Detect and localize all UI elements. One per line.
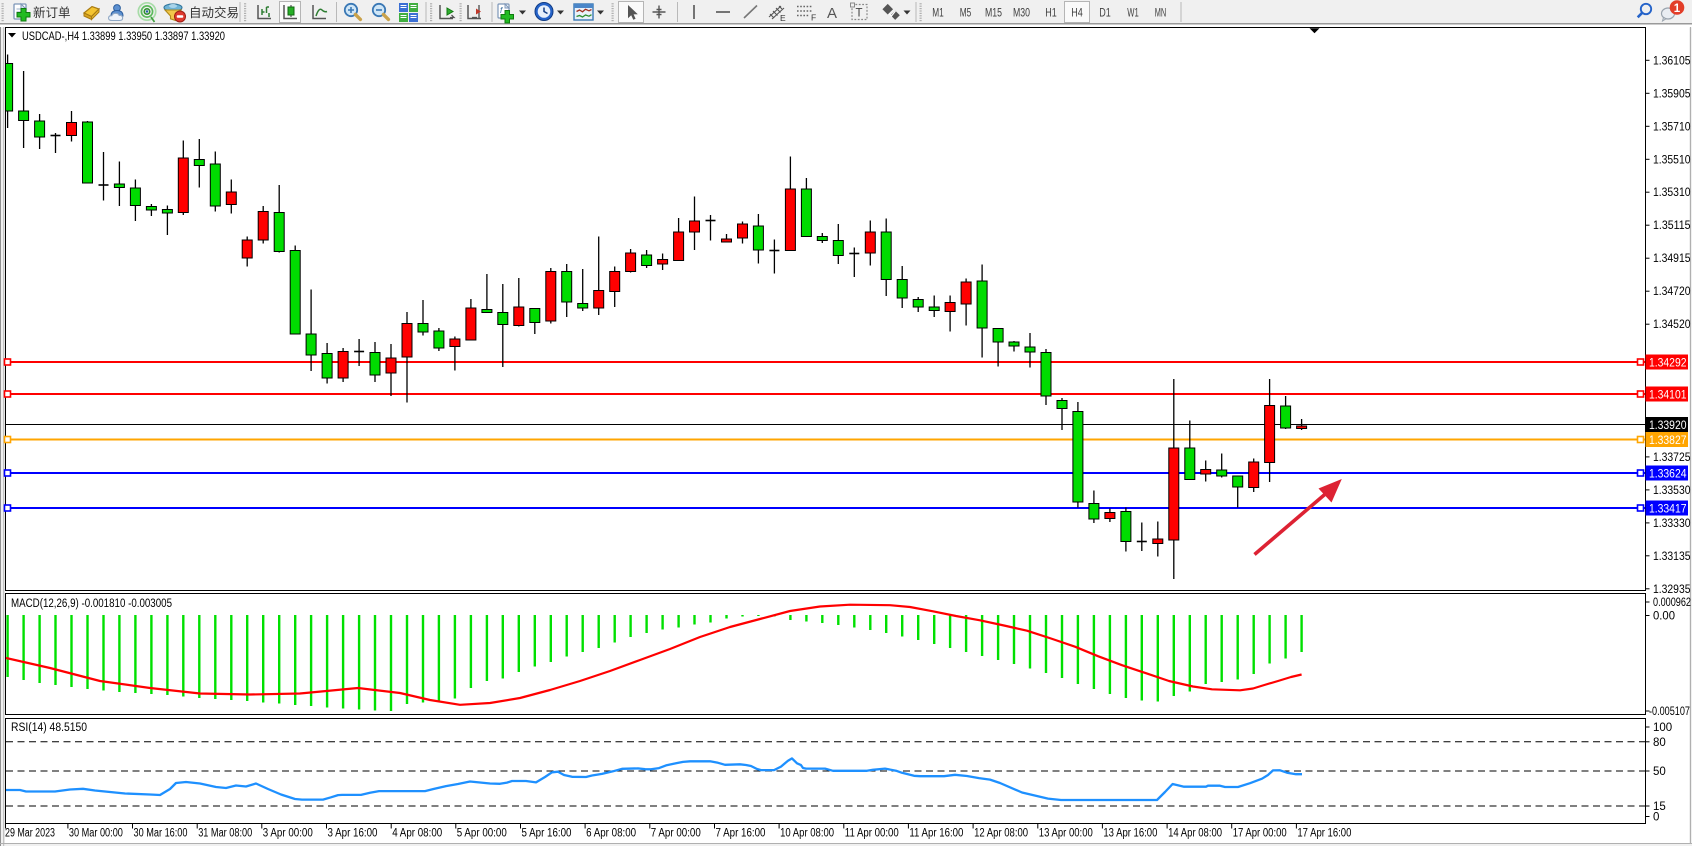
svg-text:1.32935: 1.32935 [1653, 584, 1691, 596]
svg-text:5 Apr 00:00: 5 Apr 00:00 [457, 828, 507, 840]
svg-text:新订单: 新订单 [33, 5, 71, 20]
svg-text:MN: MN [1155, 6, 1167, 20]
svg-text:W1: W1 [1127, 6, 1139, 20]
svg-text:3 Apr 16:00: 3 Apr 16:00 [328, 828, 378, 840]
svg-text:11 Apr 16:00: 11 Apr 16:00 [909, 828, 963, 840]
svg-text:1: 1 [1674, 3, 1681, 15]
svg-text:100: 100 [1653, 722, 1672, 734]
svg-text:17 Apr 00:00: 17 Apr 00:00 [1233, 828, 1287, 840]
svg-text:1.35115: 1.35115 [1653, 220, 1691, 232]
svg-text:80: 80 [1653, 737, 1666, 749]
svg-text:1.35510: 1.35510 [1653, 154, 1691, 166]
svg-text:1.34720: 1.34720 [1653, 286, 1691, 298]
svg-text:14 Apr 08:00: 14 Apr 08:00 [1168, 828, 1222, 840]
svg-text:E: E [780, 13, 786, 23]
svg-text:15: 15 [1653, 801, 1666, 813]
svg-text:F: F [811, 13, 816, 23]
svg-text:0.00: 0.00 [1653, 611, 1675, 623]
svg-text:1.35905: 1.35905 [1653, 88, 1691, 100]
svg-text:50: 50 [1653, 766, 1666, 778]
svg-text:1.35710: 1.35710 [1653, 121, 1691, 133]
svg-text:1.33920: 1.33920 [1649, 420, 1687, 432]
svg-text:T: T [856, 8, 863, 20]
svg-text:0.000962: 0.000962 [1653, 597, 1691, 609]
svg-text:USDCAD-,H4 1.33899 1.33950 1.: USDCAD-,H4 1.33899 1.33950 1.33897 1.339… [22, 29, 225, 43]
svg-text:10 Apr 08:00: 10 Apr 08:00 [780, 828, 834, 840]
svg-text:1.34915: 1.34915 [1653, 253, 1691, 265]
svg-text:7 Apr 00:00: 7 Apr 00:00 [651, 828, 701, 840]
svg-text:1.34292: 1.34292 [1649, 358, 1687, 370]
svg-text:M15: M15 [985, 6, 1002, 20]
svg-text:1.33530: 1.33530 [1653, 485, 1691, 497]
svg-text:4 Apr 08:00: 4 Apr 08:00 [392, 828, 442, 840]
svg-text:17 Apr 16:00: 17 Apr 16:00 [1297, 828, 1351, 840]
svg-text:12 Apr 08:00: 12 Apr 08:00 [974, 828, 1028, 840]
svg-text:A: A [827, 5, 837, 22]
svg-text:RSI(14) 48.5150: RSI(14) 48.5150 [11, 722, 87, 734]
svg-text:29 Mar 2023: 29 Mar 2023 [5, 828, 55, 840]
svg-text:31 Mar 08:00: 31 Mar 08:00 [198, 828, 252, 840]
svg-text:1.33624: 1.33624 [1649, 469, 1687, 481]
svg-text:30 Mar 00:00: 30 Mar 00:00 [69, 828, 123, 840]
svg-text:1.34101: 1.34101 [1649, 390, 1687, 402]
svg-text:f: f [500, 6, 503, 15]
svg-text:1.33725: 1.33725 [1653, 452, 1691, 464]
svg-text:M30: M30 [1013, 6, 1030, 20]
svg-text:MACD(12,26,9) -0.001810 -0.003: MACD(12,26,9) -0.001810 -0.003005 [11, 598, 172, 610]
svg-text:D1: D1 [1099, 6, 1111, 20]
svg-text:M5: M5 [960, 6, 972, 20]
svg-text:1.33827: 1.33827 [1649, 435, 1687, 447]
svg-text:0: 0 [1653, 812, 1659, 824]
svg-text:H4: H4 [1071, 6, 1083, 20]
svg-text:13 Apr 16:00: 13 Apr 16:00 [1103, 828, 1157, 840]
svg-text:7 Apr 16:00: 7 Apr 16:00 [716, 828, 766, 840]
svg-text:6 Apr 08:00: 6 Apr 08:00 [586, 828, 636, 840]
svg-text:1.35310: 1.35310 [1653, 187, 1691, 199]
svg-text:H1: H1 [1045, 6, 1057, 20]
svg-text:1.33135: 1.33135 [1653, 551, 1691, 563]
svg-text:1.33330: 1.33330 [1653, 518, 1691, 530]
svg-text:5 Apr 16:00: 5 Apr 16:00 [522, 828, 572, 840]
svg-text:1.36105: 1.36105 [1653, 55, 1691, 67]
svg-text:13 Apr 00:00: 13 Apr 00:00 [1039, 828, 1093, 840]
svg-text:11 Apr 00:00: 11 Apr 00:00 [845, 828, 899, 840]
svg-text:30 Mar 16:00: 30 Mar 16:00 [134, 828, 188, 840]
svg-text:3 Apr 00:00: 3 Apr 00:00 [263, 828, 313, 840]
svg-text:M1: M1 [932, 6, 944, 20]
svg-text:1.33417: 1.33417 [1649, 504, 1687, 516]
svg-text:自动交易: 自动交易 [189, 5, 239, 20]
svg-text:-0.005107: -0.005107 [1649, 706, 1690, 718]
svg-text:1.34520: 1.34520 [1653, 319, 1691, 331]
